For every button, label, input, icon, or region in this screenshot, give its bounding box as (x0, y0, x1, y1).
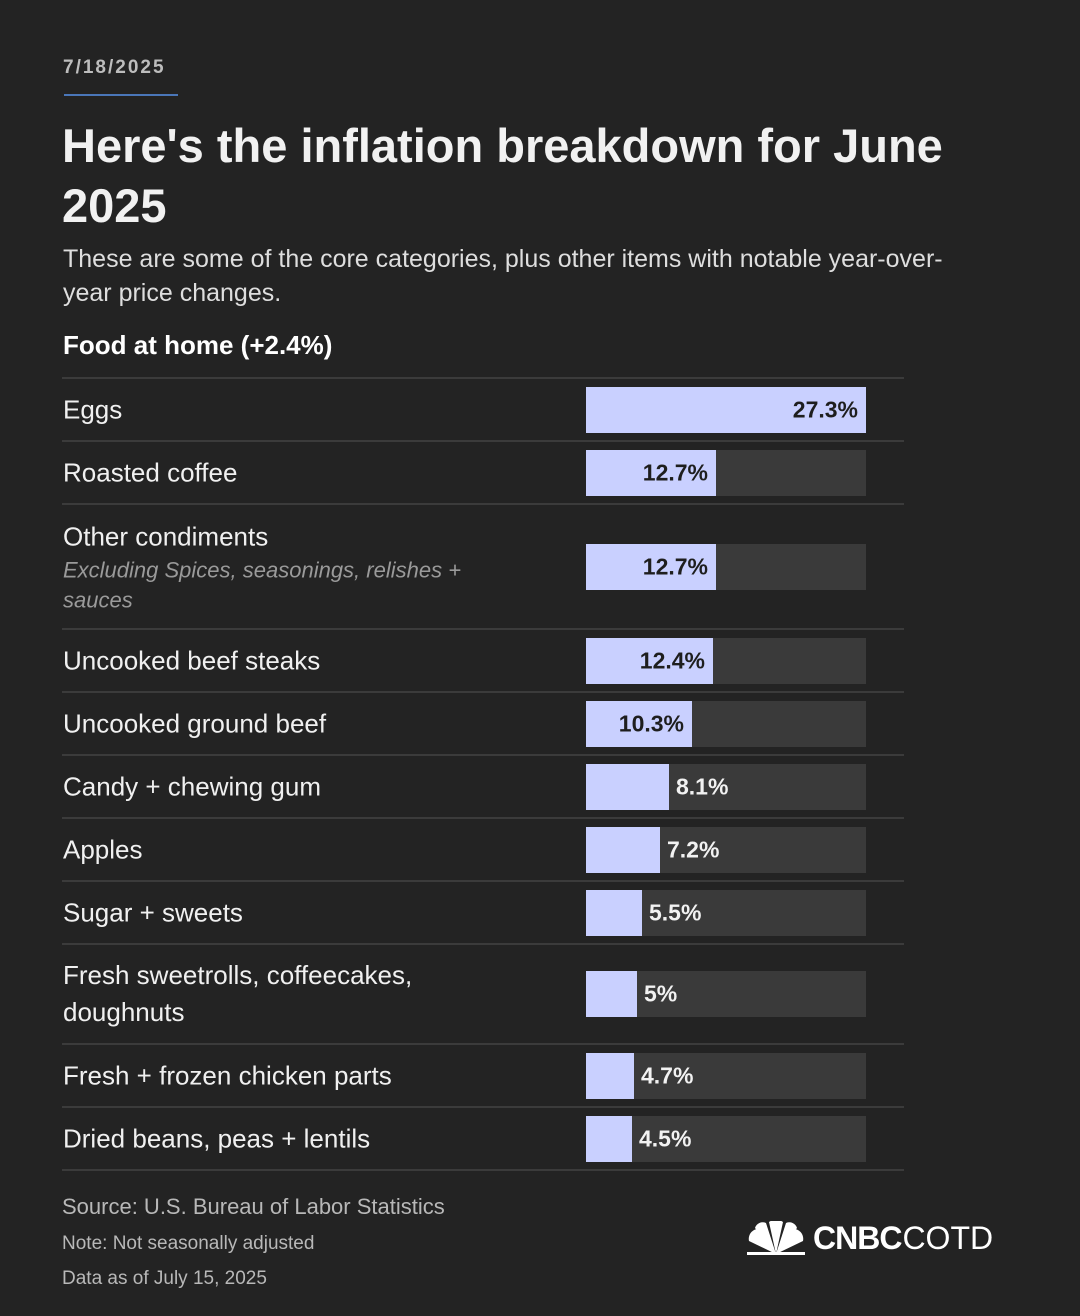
category-name: Apples (63, 834, 143, 864)
bar (586, 1052, 634, 1099)
adjustment-note: Note: Not seasonally adjusted (62, 1233, 315, 1254)
category-name: Dried beans, peas + lentils (63, 1123, 371, 1153)
category-label: Fresh + frozen chicken parts (63, 1057, 523, 1094)
category-name: Other condiments (63, 521, 269, 551)
bar (586, 971, 637, 1017)
page-subtitle: These are some of the core categories, p… (63, 245, 943, 307)
category-name: Uncooked ground beef (63, 708, 327, 738)
category-label: Candy + chewing gum (63, 768, 523, 805)
bar-track: 5% (586, 971, 866, 1017)
category-label: Eggs (63, 391, 523, 428)
source-note: Source: U.S. Bureau of Labor Statistics (62, 1194, 445, 1219)
category-name: Eggs (63, 394, 123, 424)
bar-track: 4.7% (586, 1052, 866, 1099)
chart-row: Dried beans, peas + lentils 4.5% (62, 1106, 904, 1171)
value-label: 5.5% (649, 899, 702, 925)
chart-row: Roasted coffee 12.7% (62, 440, 904, 503)
chart-row: Sugar + sweets 5.5% (62, 880, 904, 943)
bar-track: 8.1% (586, 763, 866, 810)
chart-row: Fresh + frozen chicken parts 4.7% (62, 1043, 904, 1106)
value-label: 12.7% (642, 553, 708, 579)
category-name: Uncooked beef steaks (63, 645, 321, 675)
bar (586, 826, 660, 873)
data-date-note: Data as of July 15, 2025 (62, 1268, 267, 1289)
chart-row: Uncooked ground beef 10.3% (62, 691, 904, 754)
chart-row: Apples 7.2% (62, 817, 904, 880)
date-underline (64, 94, 178, 96)
category-label: Sugar + sweets (63, 894, 523, 931)
category-label: Other condiments Excluding Spices, season… (63, 518, 523, 615)
bar-track: 12.7% (586, 449, 866, 496)
category-label: Dried beans, peas + lentils (63, 1120, 523, 1157)
cnbc-wordmark: CNBC (813, 1219, 902, 1256)
value-label: 27.3% (792, 396, 858, 422)
category-label: Uncooked beef steaks (63, 642, 523, 679)
value-label: 8.1% (676, 773, 729, 799)
category-label: Fresh sweetrolls, coffeecakes, doughnuts (63, 957, 523, 1031)
cotd-wordmark: COTD (902, 1219, 994, 1256)
category-label: Apples (63, 831, 523, 868)
peacock-icon (747, 1221, 805, 1255)
chart-row: Fresh sweetrolls, coffeecakes, doughnuts… (62, 943, 904, 1043)
category-note: Excluding Spices, seasonings, relishes +… (63, 557, 462, 612)
bar-track: 10.3% (586, 700, 866, 747)
chart-row: Eggs 27.3% (62, 377, 904, 440)
value-label: 12.4% (639, 647, 705, 673)
value-label: 5% (644, 980, 678, 1007)
category-label: Roasted coffee (63, 454, 523, 491)
bar-track: 4.5% (586, 1115, 866, 1162)
bar-track: 12.4% (586, 637, 866, 684)
bar (586, 700, 692, 747)
value-label: 4.7% (641, 1062, 694, 1088)
chart-row: Candy + chewing gum 8.1% (62, 754, 904, 817)
category-name: Fresh sweetrolls, coffeecakes, doughnuts (63, 960, 413, 1027)
category-name: Candy + chewing gum (63, 771, 321, 801)
value-label: 10.3% (618, 710, 684, 736)
section-label: Food at home (+2.4%) (63, 330, 333, 360)
bar (586, 386, 866, 433)
value-label: 12.7% (642, 459, 708, 485)
bar (586, 637, 713, 684)
bar-track: 5.5% (586, 889, 866, 936)
category-name: Roasted coffee (63, 457, 238, 487)
date-label: 7/18/2025 (63, 57, 166, 78)
cnbc-logo: CNBC COTD (745, 1218, 993, 1258)
bar-track: 27.3% (586, 386, 866, 433)
bar-track: 7.2% (586, 826, 866, 873)
value-label: 4.5% (639, 1125, 692, 1151)
bar (586, 1115, 632, 1162)
category-name: Fresh + frozen chicken parts (63, 1060, 392, 1090)
bar (586, 543, 716, 590)
value-label: 7.2% (667, 836, 720, 862)
bar-track: 12.7% (586, 543, 866, 590)
bar (586, 889, 642, 936)
category-label: Uncooked ground beef (63, 705, 523, 742)
page-title: Here's the inflation breakdown for June … (62, 119, 943, 232)
bar (586, 763, 669, 810)
bar (586, 449, 716, 496)
category-name: Sugar + sweets (63, 897, 243, 927)
chart-row: Uncooked beef steaks 12.4% (62, 628, 904, 691)
bar-chart: Eggs 27.3% Roasted coffee 12.7% Other condim… (62, 377, 904, 1171)
chart-row: Other condiments Excluding Spices, season… (62, 503, 904, 628)
